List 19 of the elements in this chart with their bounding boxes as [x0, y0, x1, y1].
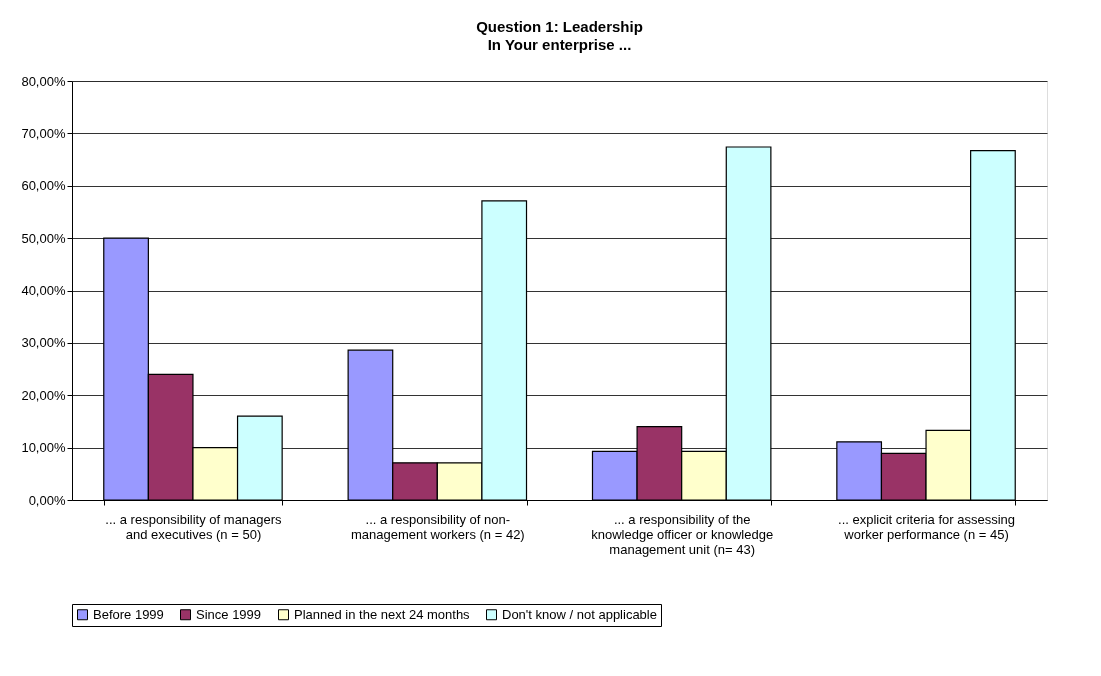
y-tick-label: 70,00%	[21, 125, 66, 141]
y-tick-label: 20,00%	[21, 387, 66, 403]
legend-label: Don't know / not applicable	[502, 606, 657, 622]
y-tick-label: 80,00%	[21, 73, 66, 89]
x-tick-label: ... a responsibility of managers and executives (n = 50)	[105, 511, 283, 542]
y-tick-label: 30,00%	[21, 335, 66, 351]
legend-label: Before 1999	[93, 606, 164, 622]
y-tick-label: 0,00%	[28, 492, 66, 508]
y-tick-label: 50,00%	[21, 230, 66, 246]
legend-label: Since 1999	[196, 606, 262, 622]
legend-label: Planned in the next 24 months	[294, 606, 471, 622]
x-tick-label: ... a responsibility of non-management workers (n = 42)	[350, 511, 525, 542]
chart-subtitle: In Your enterprise ...	[487, 36, 632, 53]
x-tick-label: ... a responsibility of the knowledge officer or knowledge management unit (n= 43)	[591, 511, 774, 557]
y-tick-label: 40,00%	[21, 283, 66, 298]
y-tick-label: 10,00%	[21, 440, 66, 456]
y-tick-label: 60,00%	[21, 178, 66, 194]
x-tick-label: ... explicit criteria for assessing worker performance (n = 45)	[838, 511, 1016, 542]
chart-title: Question 1: Leadership	[476, 18, 643, 35]
